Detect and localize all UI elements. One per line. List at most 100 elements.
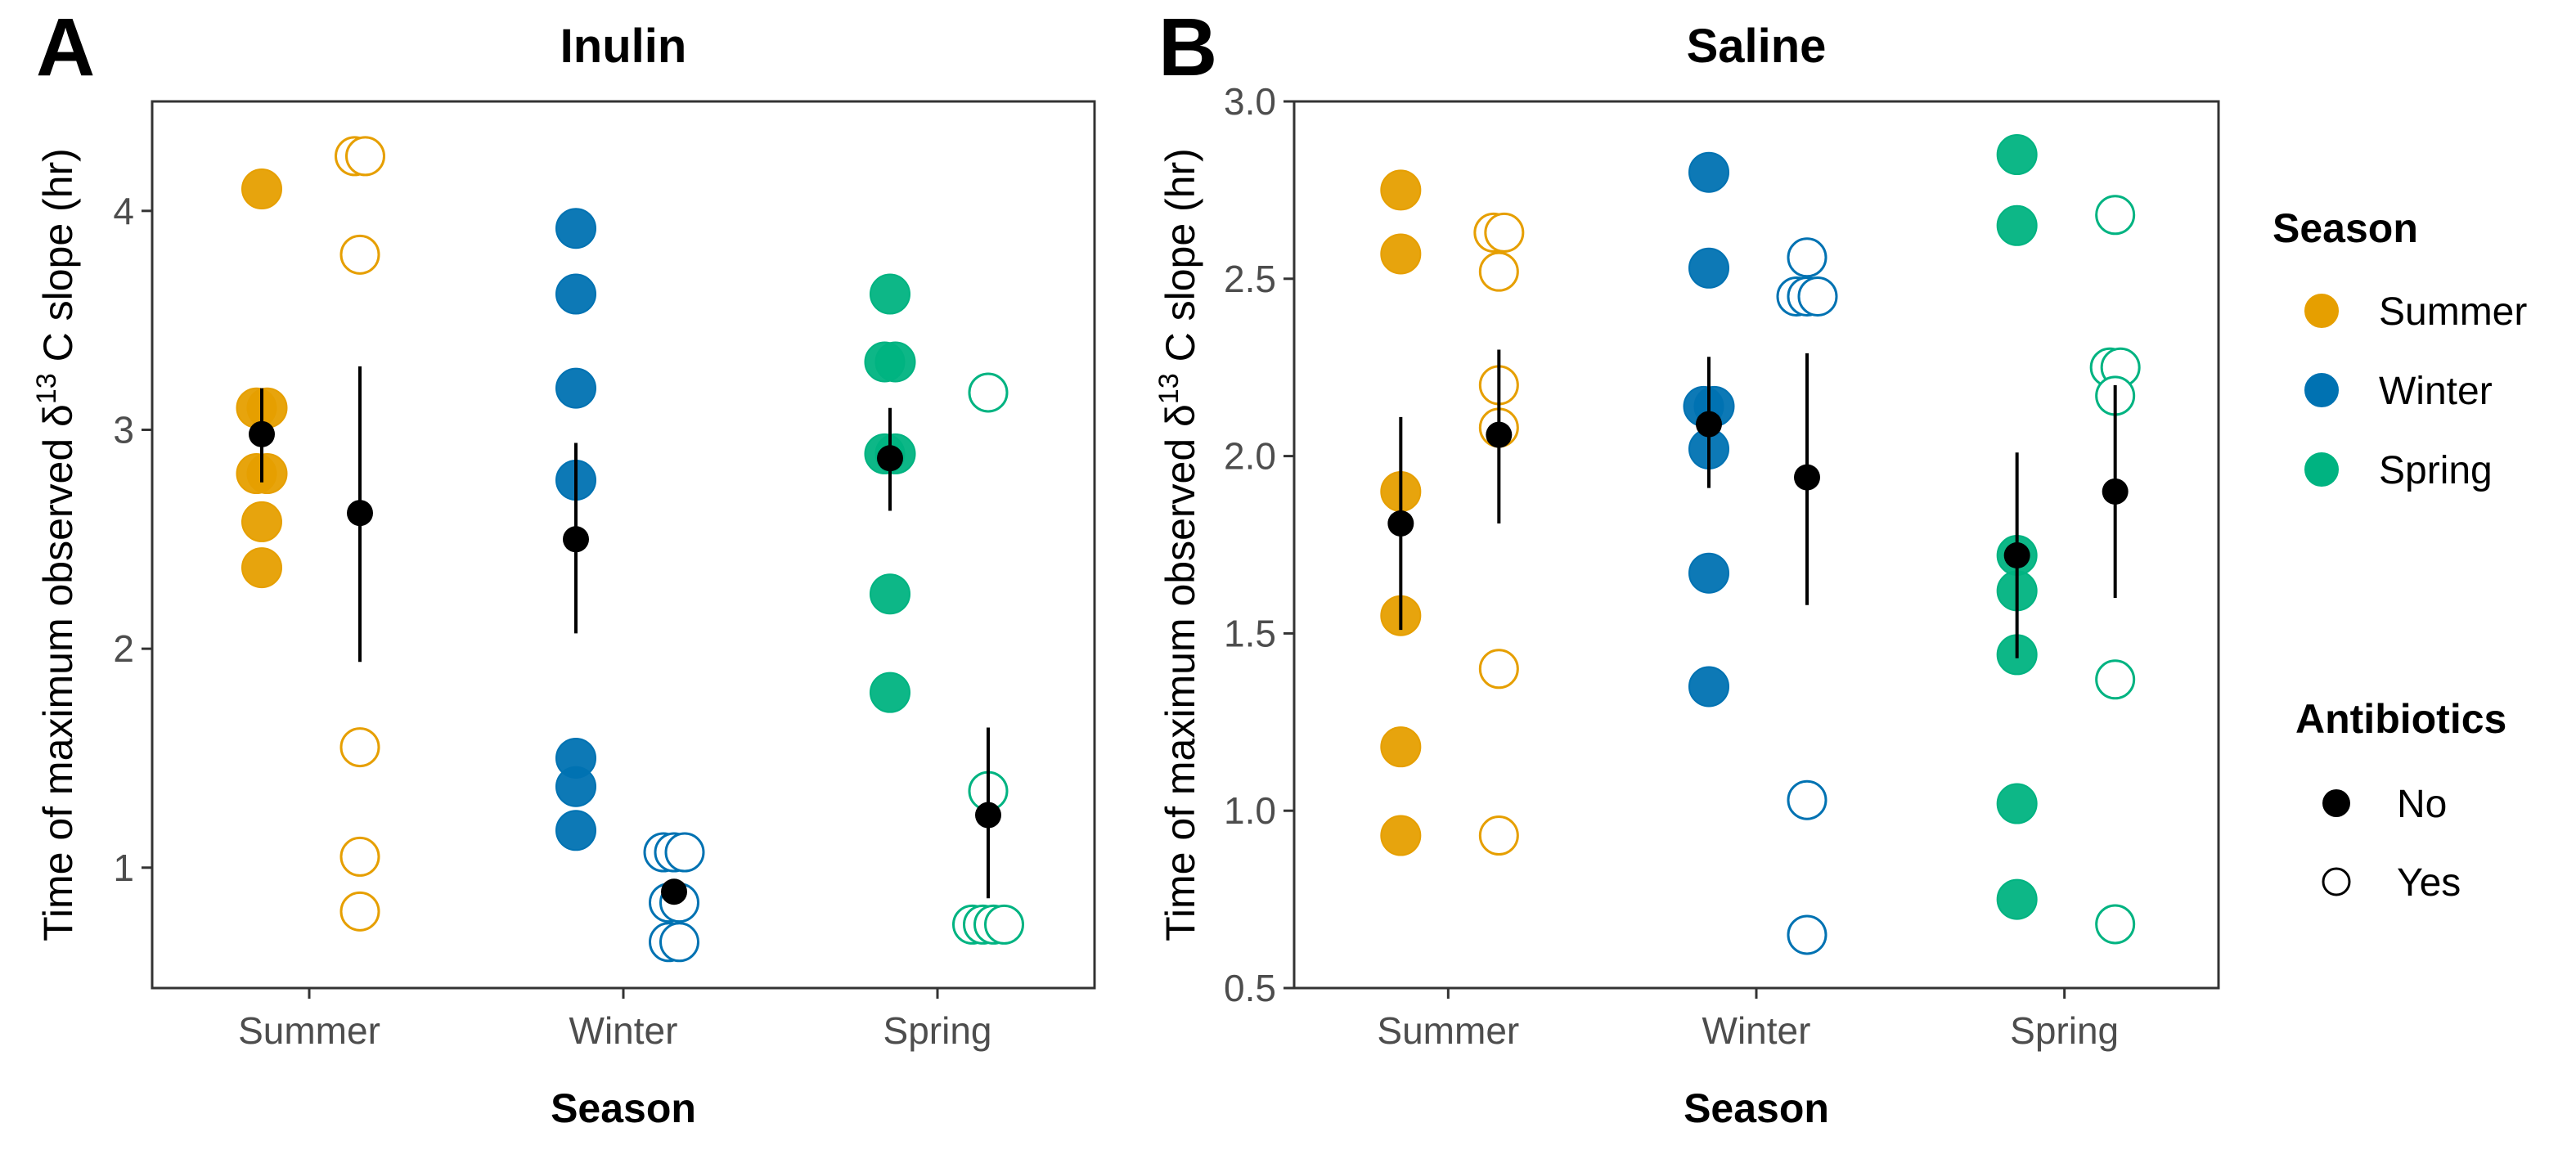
data-point	[246, 387, 288, 429]
x-tick-label: Spring	[2010, 1009, 2119, 1052]
panel-b: B Saline 0.5 1.0 1.5 2.0 2.5 3.0 Summer Winter Spr…	[1153, 2, 2220, 1131]
mean-point	[975, 802, 1001, 829]
y-axis-title-part: Time of maximum observed	[35, 427, 81, 941]
legend-label-season: Spring	[2379, 449, 2493, 492]
y-tick-label: 2	[113, 627, 134, 670]
y-axis-title-superscript: 13	[1153, 373, 1185, 404]
mean-point	[1387, 510, 1414, 537]
data-point	[555, 208, 596, 249]
data-point	[241, 168, 282, 210]
x-axis-title: Season	[551, 1085, 696, 1131]
data-point	[1688, 666, 1729, 708]
x-axis-title: Season	[1684, 1085, 1829, 1131]
data-point	[2095, 659, 2136, 700]
panel-letter: A	[36, 2, 95, 93]
data-point	[555, 810, 596, 851]
data-point	[1478, 251, 1519, 292]
mean-point	[2003, 542, 2030, 569]
mean-point	[249, 420, 275, 447]
data-point	[345, 136, 385, 177]
y-tick-label: 1.0	[1224, 789, 1276, 832]
data-point	[874, 341, 916, 383]
data-point	[1787, 779, 1827, 820]
data-point	[339, 891, 380, 932]
data-point	[1380, 815, 1422, 856]
y-tick-label: 0.5	[1224, 967, 1276, 1009]
x-tick-label: Summer	[1377, 1009, 1519, 1052]
data-point	[1688, 552, 1729, 594]
legend-key-season	[2304, 373, 2339, 407]
data-point	[870, 672, 910, 713]
legend-key-antibiotics	[2322, 867, 2351, 896]
data-point	[659, 922, 699, 963]
data-point	[1380, 726, 1422, 768]
y-tick-label: 1	[113, 847, 134, 889]
data-point	[555, 367, 596, 409]
mean-point	[661, 878, 687, 905]
x-tick-label: Winter	[569, 1009, 678, 1052]
y-tick-label: 1.5	[1224, 612, 1276, 654]
y-axis-title-part: C slope (hr)	[35, 148, 81, 373]
legend-key-antibiotics	[2322, 789, 2350, 817]
legend-title-season: Season	[2273, 205, 2418, 251]
data-point	[241, 501, 282, 542]
mean-point	[347, 500, 373, 527]
y-axis-title: Time of maximum observed δ13 C slope (hr…	[31, 148, 81, 941]
y-tick-label: 2.5	[1224, 258, 1276, 300]
legend-label-season: Winter	[2379, 370, 2493, 413]
data-point	[555, 273, 596, 315]
data-point	[664, 832, 705, 873]
legend-label-season: Summer	[2379, 290, 2527, 334]
plot-frame	[151, 100, 1096, 990]
data-point	[1797, 276, 1838, 317]
y-axis-title-superscript: 13	[31, 373, 62, 404]
x-tick-label: Spring	[883, 1009, 992, 1052]
data-point	[1996, 204, 2038, 246]
data-point	[1484, 212, 1525, 253]
mean-point	[877, 445, 903, 472]
panel-title: Inulin	[560, 20, 687, 73]
data-point	[968, 372, 1009, 413]
y-tick-label: 2.0	[1224, 435, 1276, 478]
data-point	[1380, 169, 1422, 211]
data-point	[241, 547, 282, 589]
legend-title-antibiotics: Antibiotics	[2295, 696, 2506, 742]
mean-point	[1486, 421, 1513, 448]
plot-frame	[1292, 100, 2220, 990]
data-point	[1996, 783, 2038, 824]
x-tick-label: Summer	[238, 1009, 380, 1052]
data-point	[1996, 134, 2038, 176]
legend-label-antibiotics: No	[2397, 783, 2447, 826]
panel-title: Saline	[1687, 20, 1827, 73]
data-point	[870, 273, 910, 315]
data-point	[1380, 233, 1422, 275]
y-axis-title-delta: δ	[35, 404, 81, 427]
legend-key-season	[2304, 294, 2339, 328]
legend-key-season	[2304, 452, 2339, 487]
data-point	[2095, 195, 2136, 236]
legend: Season Summer Winter Spring Antibiotics No Yes	[2273, 205, 2527, 905]
data-point	[1478, 815, 1519, 856]
mean-point	[1696, 411, 1722, 438]
y-tick-label: 3	[113, 408, 134, 451]
panel-letter: B	[1158, 2, 1217, 93]
data-point	[1688, 247, 1729, 289]
y-tick-label: 4	[113, 190, 134, 232]
x-tick-label: Winter	[1702, 1009, 1811, 1052]
y-axis-title-part: C slope (hr)	[1158, 148, 1203, 373]
y-axis-title-part: Time of maximum observed	[1158, 427, 1203, 941]
data-point	[1478, 649, 1519, 690]
data-point	[984, 904, 1024, 945]
mean-point	[563, 526, 589, 553]
data-point	[339, 234, 380, 275]
mean-point	[1794, 464, 1820, 491]
data-point	[1787, 914, 1827, 955]
legend-label-antibiotics: Yes	[2397, 861, 2461, 905]
data-point	[870, 573, 910, 615]
data-point	[1996, 878, 2038, 920]
data-point	[2095, 904, 2136, 945]
data-point	[339, 727, 380, 768]
data-point	[339, 836, 380, 877]
data-point	[1688, 151, 1729, 193]
